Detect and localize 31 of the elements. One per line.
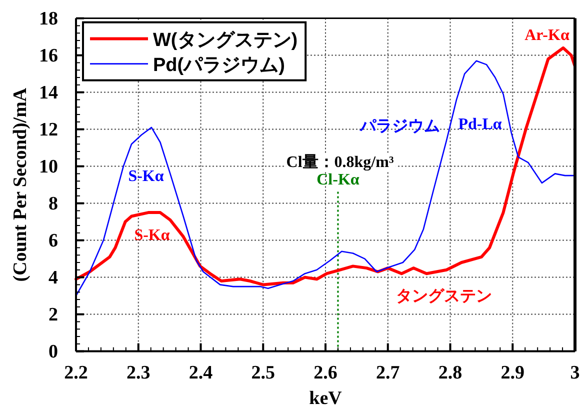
y-tick-label: 16 xyxy=(39,44,58,66)
annotation: Pd-Lα xyxy=(458,116,502,132)
y-tick-label: 18 xyxy=(39,8,58,29)
annotation: パラジウム xyxy=(360,118,440,134)
annotation: Ar-Kα xyxy=(524,26,570,44)
annotation: S-Kα xyxy=(134,226,170,244)
xlabel: keV xyxy=(309,388,342,409)
annotation: S-Kα xyxy=(128,168,164,184)
y-tick-label: 6 xyxy=(48,230,58,251)
x-tick-label: 2.2 xyxy=(64,362,88,384)
ylabel: (Count Per Second)/mA xyxy=(10,88,30,282)
y-tick-label: 0 xyxy=(48,340,58,362)
y-tick-label: 12 xyxy=(39,118,58,140)
x-tick-label: 2.3 xyxy=(126,362,150,384)
legend-label: Pd(パラジウム) xyxy=(153,54,285,76)
x-tick-label: 2.9 xyxy=(500,362,524,384)
y-tick-label: 10 xyxy=(39,156,58,177)
annotation: タングステン xyxy=(396,288,492,304)
y-tick-label: 14 xyxy=(39,82,58,103)
x-tick-label: 3 xyxy=(570,362,580,384)
y-tick-label: 4 xyxy=(48,266,58,288)
y-tick-label: 2 xyxy=(48,304,58,325)
y-tick-label: 8 xyxy=(48,192,58,214)
note: Cl量：0.8kg/m³ xyxy=(286,154,394,170)
x-tick-label: 2.7 xyxy=(376,362,400,384)
x-tick-label: 2.8 xyxy=(438,362,462,384)
x-tick-label: 2.6 xyxy=(314,362,338,384)
ref-line-label: Cl-Kα xyxy=(316,171,360,188)
x-tick-label: 2.5 xyxy=(251,362,275,384)
legend-label: W(タングステン) xyxy=(153,29,298,50)
x-tick-label: 2.4 xyxy=(188,362,213,384)
